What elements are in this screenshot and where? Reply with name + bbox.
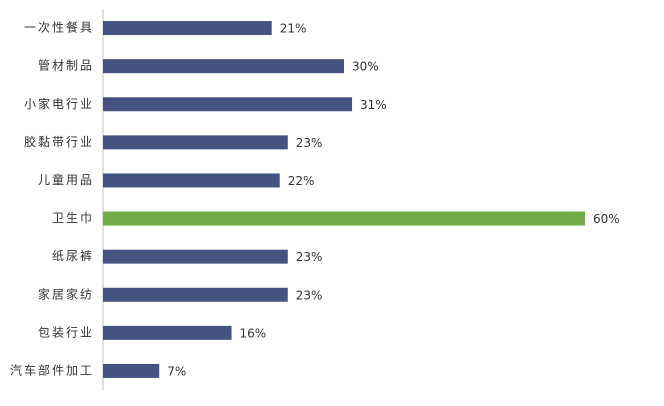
value-label: 21%: [280, 22, 307, 36]
value-label: 23%: [296, 250, 323, 264]
bar: [103, 249, 288, 264]
bar: [103, 97, 353, 112]
category-label: 小家电行业: [24, 96, 94, 111]
category-label: 汽车部件加工: [10, 362, 94, 377]
value-label: 60%: [593, 212, 620, 226]
bar: [103, 21, 272, 36]
category-label: 纸尿裤: [52, 249, 94, 263]
value-label: 16%: [240, 326, 267, 340]
bar: [103, 59, 344, 74]
bar: [103, 363, 160, 378]
value-label: 30%: [352, 60, 379, 74]
category-label: 胶黏带行业: [24, 134, 94, 149]
bar: [103, 135, 288, 150]
bar: [103, 287, 288, 302]
category-label: 卫生巾: [52, 211, 94, 225]
category-label: 一次性餐具: [24, 20, 94, 35]
value-label: 7%: [167, 364, 186, 378]
bar: [103, 173, 280, 188]
value-label: 23%: [296, 288, 323, 302]
category-label: 包装行业: [38, 325, 94, 339]
value-label: 23%: [296, 136, 323, 150]
bar: [103, 211, 585, 226]
category-label: 管材制品: [38, 58, 94, 73]
bar: [103, 325, 232, 340]
value-label: 22%: [288, 174, 315, 188]
value-label: 31%: [360, 98, 387, 112]
category-label: 家居家纺: [38, 286, 94, 301]
category-label: 儿童用品: [38, 172, 94, 187]
